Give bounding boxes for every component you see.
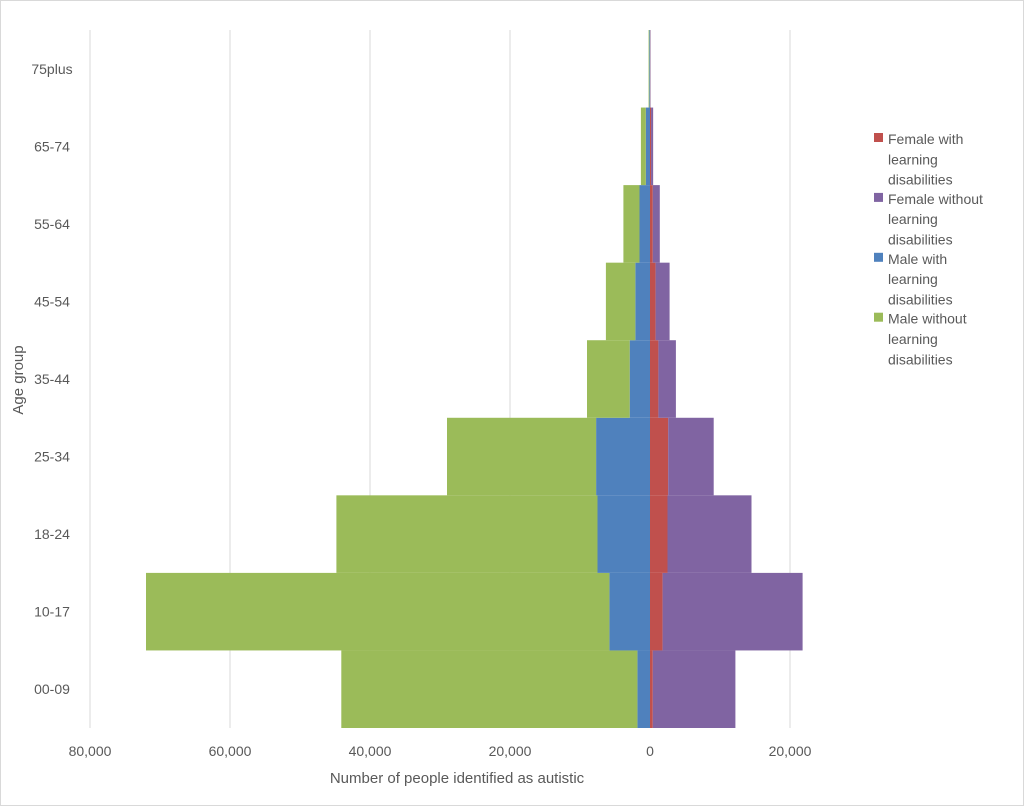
y-tick-label-45-54: 45-54 xyxy=(34,293,70,309)
bar-female-without-learning-disabilities-35-44 xyxy=(658,340,676,418)
y-tick-label-25-34: 25-34 xyxy=(34,449,70,465)
y-tick-label-18-24: 18-24 xyxy=(34,526,70,542)
bar-female-without-learning-disabilities-10-17 xyxy=(662,572,803,651)
bar-female-with-learning-disabilities-35-44 xyxy=(650,340,659,418)
legend-item-1: Female without learning disabilities xyxy=(874,191,983,248)
bar-male-without-learning-disabilities-35-44 xyxy=(587,340,630,418)
bar-male-with-learning-disabilities-18-24 xyxy=(597,495,650,573)
bar-female-with-learning-disabilities-00-09 xyxy=(650,650,653,728)
x-tick-label-3: 20,000 xyxy=(489,743,532,759)
x-tick-label-4: 0 xyxy=(646,743,654,759)
y-tick-label-75plus: 75plus xyxy=(31,61,72,77)
legend-label-1-0: Female without xyxy=(888,191,983,207)
x-tick-label-1: 60,000 xyxy=(209,743,252,759)
legend-swatch-1 xyxy=(874,192,883,202)
bar-female-without-learning-disabilities-00-09 xyxy=(652,650,736,728)
bar-female-with-learning-disabilities-55-64 xyxy=(650,185,653,263)
legend-swatch-3 xyxy=(874,312,883,322)
y-tick-label-55-64: 55-64 xyxy=(34,216,70,232)
bar-female-without-learning-disabilities-55-64 xyxy=(652,185,660,263)
legend-label-2-1: learning xyxy=(888,271,938,287)
bar-female-without-learning-disabilities-65-74 xyxy=(651,107,654,186)
bar-male-without-learning-disabilities-18-24 xyxy=(336,495,598,573)
bar-female-with-learning-disabilities-25-34 xyxy=(650,417,669,496)
legend-label-2-0: Male with xyxy=(888,251,947,267)
bar-male-with-learning-disabilities-45-54 xyxy=(635,262,650,341)
x-tick-label-5: 20,000 xyxy=(769,743,812,759)
y-tick-label-00-09: 00-09 xyxy=(34,681,70,697)
bar-female-with-learning-disabilities-45-54 xyxy=(650,262,656,341)
legend-item-0: Female with learning disabilities xyxy=(874,131,963,188)
legend-swatch-2 xyxy=(874,252,883,262)
bar-female-without-learning-disabilities-25-34 xyxy=(668,417,714,496)
legend-label-1-2: disabilities xyxy=(888,232,953,248)
y-tick-label-35-44: 35-44 xyxy=(34,371,70,387)
bar-male-without-learning-disabilities-45-54 xyxy=(605,262,636,341)
legend-label-3-1: learning xyxy=(888,331,938,347)
legend-label-0-1: learning xyxy=(888,151,938,167)
bar-male-without-learning-disabilities-75plus xyxy=(648,30,650,108)
bar-male-with-learning-disabilities-25-34 xyxy=(596,417,650,496)
bar-female-with-learning-disabilities-10-17 xyxy=(650,572,663,651)
x-axis-title: Number of people identified as autistic xyxy=(330,770,585,787)
bar-female-with-learning-disabilities-65-74 xyxy=(650,107,652,186)
bar-female-with-learning-disabilities-18-24 xyxy=(650,495,668,573)
x-tick-label-2: 40,000 xyxy=(349,743,392,759)
legend-label-3-2: disabilities xyxy=(888,351,953,367)
bars xyxy=(146,30,803,728)
bar-male-with-learning-disabilities-65-74 xyxy=(645,107,650,186)
y-axis-title: Age group xyxy=(10,345,27,414)
bar-female-without-learning-disabilities-45-54 xyxy=(655,262,670,341)
legend-swatch-0 xyxy=(874,133,883,142)
bar-male-with-learning-disabilities-75plus xyxy=(649,30,650,108)
legend-label-1-1: learning xyxy=(888,211,938,227)
legend-item-2: Male with learning disabilities xyxy=(874,251,953,307)
legend-label-0-0: Female with xyxy=(888,131,963,147)
bar-male-with-learning-disabilities-35-44 xyxy=(629,340,650,418)
bar-male-without-learning-disabilities-00-09 xyxy=(341,650,638,728)
legend-label-2-2: disabilities xyxy=(888,291,953,307)
x-tick-label-0: 80,000 xyxy=(69,743,112,759)
y-tick-label-10-17: 10-17 xyxy=(34,604,70,620)
bar-female-without-learning-disabilities-18-24 xyxy=(667,495,752,573)
y-tick-label-65-74: 65-74 xyxy=(34,138,70,154)
bar-male-without-learning-disabilities-65-74 xyxy=(640,107,646,186)
bar-male-with-learning-disabilities-55-64 xyxy=(639,185,650,263)
bar-male-without-learning-disabilities-25-34 xyxy=(447,417,597,496)
bar-male-without-learning-disabilities-10-17 xyxy=(146,572,610,651)
legend-label-0-2: disabilities xyxy=(888,172,953,188)
bar-male-without-learning-disabilities-55-64 xyxy=(623,185,640,263)
legend-label-3-0: Male without xyxy=(888,311,967,327)
legend-item-3: Male without learning disabilities xyxy=(874,311,967,367)
tick-labels: 80,000 60,000 40,000 20,000 0 20,000 00-09 10-1… xyxy=(31,61,811,759)
bar-male-with-learning-disabilities-10-17 xyxy=(609,572,650,651)
bar-male-with-learning-disabilities-00-09 xyxy=(637,650,650,728)
